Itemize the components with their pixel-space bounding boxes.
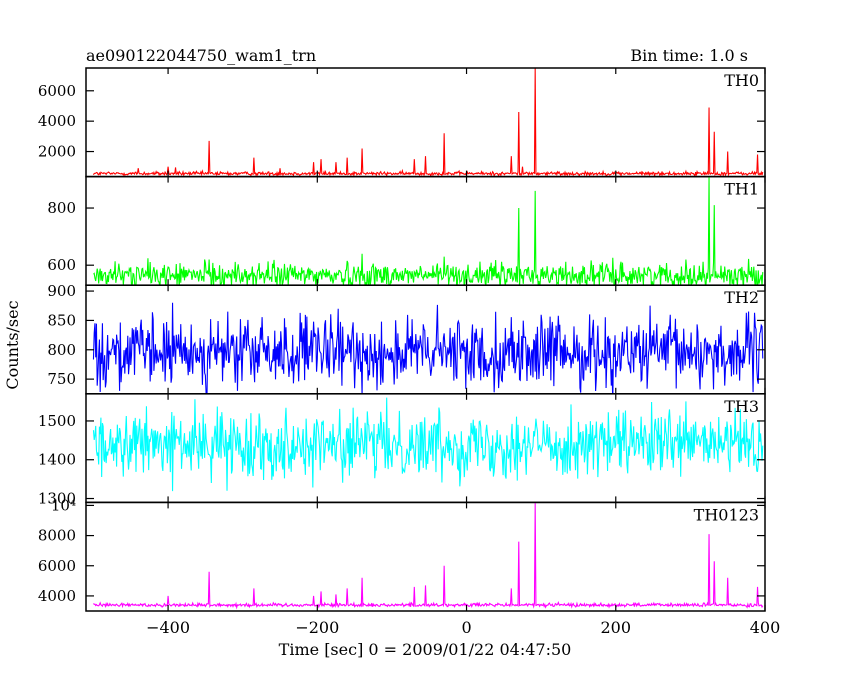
y-tick-label: 800 (47, 199, 76, 217)
series-th0 (92, 68, 764, 177)
panel-th3: 1300 1400 1500 TH3 (38, 393, 766, 508)
panel-th0: 2000 4000 6000 TH0 (38, 67, 766, 178)
series-th3 (92, 397, 764, 492)
y-tick-label: 4000 (38, 112, 76, 130)
y-axis-label: Counts/sec (3, 300, 22, 389)
panel-label: TH0 (724, 71, 759, 90)
y-tick-label: 1400 (38, 451, 76, 469)
x-tick-label: −200 (295, 618, 339, 637)
x-tick-label: −400 (146, 618, 190, 637)
x-axis-label: Time [sec] 0 = 2009/01/22 04:47:50 (279, 640, 572, 659)
y-tick-label: 750 (47, 370, 76, 388)
panel-label: TH2 (724, 288, 759, 307)
x-axis: −400 −200 0 200 400 (146, 618, 780, 637)
x-tick-label: 400 (750, 618, 781, 637)
panels-group: 2000 4000 6000 TH0 600 800 TH1 750 800 850 900 TH2 1… (38, 67, 766, 612)
y-tick-label: 1300 (38, 490, 76, 508)
y-tick-label: 2000 (38, 143, 76, 161)
y-tick-label: 10⁴ (51, 496, 76, 514)
x-tick-label: 200 (600, 618, 631, 637)
series-th1 (93, 176, 764, 286)
panel-label: TH3 (724, 397, 759, 416)
y-tick-label: 8000 (38, 527, 76, 545)
bin-time-label: Bin time: 1.0 s (630, 46, 748, 65)
panel-label: TH0123 (694, 505, 759, 524)
series-th0123 (93, 502, 764, 610)
y-tick-label: 6000 (38, 82, 76, 100)
y-tick-label: 6000 (38, 557, 76, 575)
chart-title: ae090122044750_wam1_trn (86, 46, 316, 65)
series-th2 (92, 302, 764, 394)
panel-th0123: 4000 6000 8000 10⁴ TH0123 (38, 496, 766, 612)
x-tick-label: 0 (461, 618, 471, 637)
panel-th2: 750 800 850 900 TH2 (47, 282, 766, 395)
y-tick-label: 1500 (38, 412, 76, 430)
y-tick-label: 850 (47, 311, 76, 329)
y-tick-label: 900 (47, 282, 76, 300)
y-tick-label: 600 (47, 256, 76, 274)
panel-label: TH1 (724, 180, 759, 199)
y-tick-label: 800 (47, 341, 76, 359)
y-tick-label: 4000 (38, 587, 76, 605)
panel-frame (85, 501, 766, 612)
panel-th1: 600 800 TH1 (47, 175, 766, 286)
